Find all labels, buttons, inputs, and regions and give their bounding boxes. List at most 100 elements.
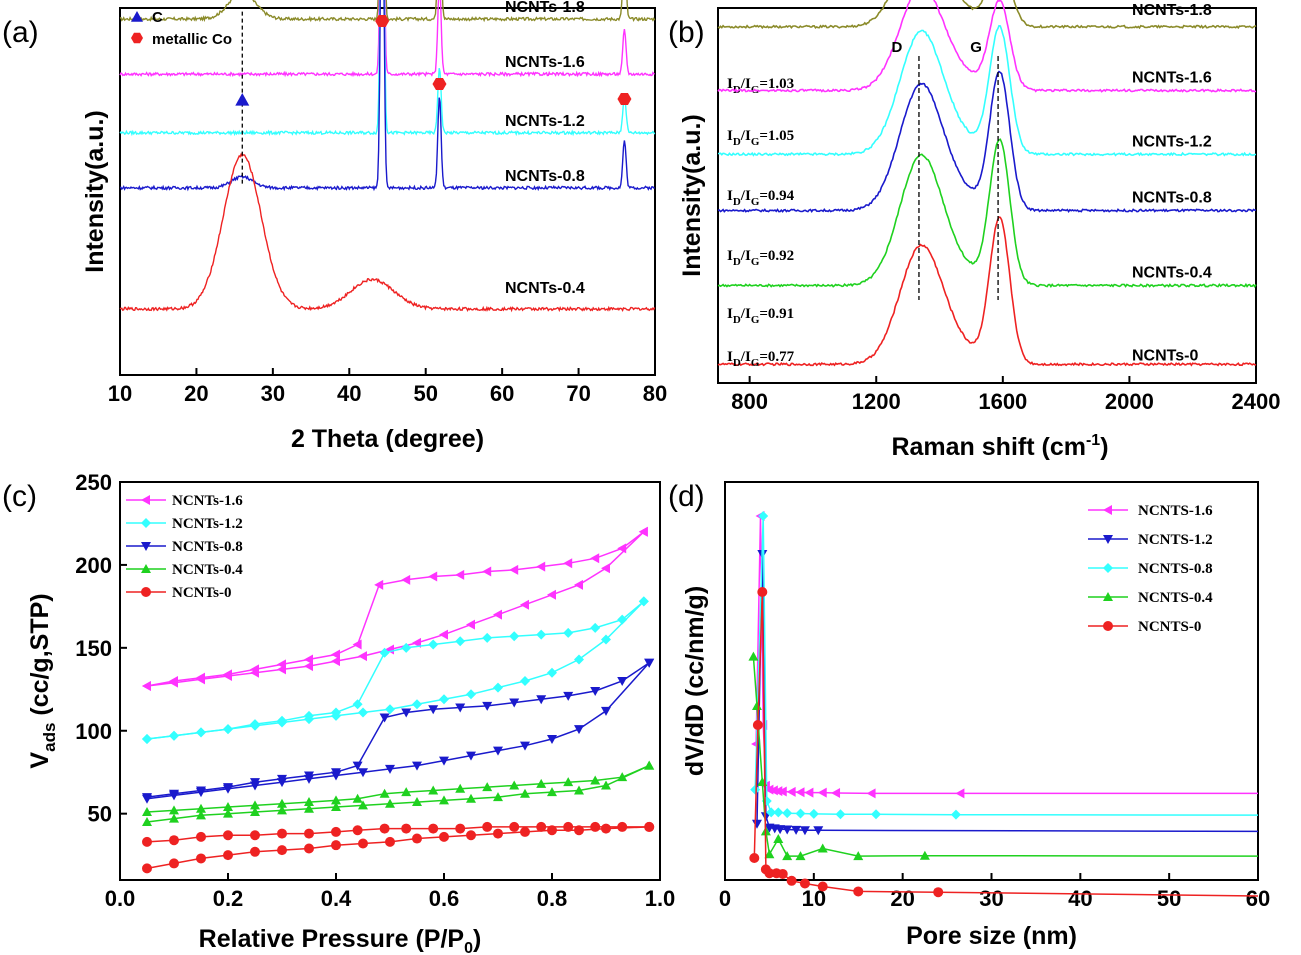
panel-d-label: (d): [668, 480, 705, 513]
panel-c-label: (c): [2, 480, 37, 513]
panel-c-point: [439, 756, 449, 766]
panel-c-point: [142, 680, 151, 691]
panel-c-point: [250, 807, 260, 817]
panel-c-point: [331, 649, 340, 660]
panel-d-point: [835, 809, 846, 820]
panel-c-point: [563, 627, 574, 638]
panel-c-point: [304, 828, 314, 839]
panel-b-xlabel: Raman shift (cm-1): [891, 432, 1108, 461]
panel-c-point: [455, 823, 466, 834]
panel-c-legend-label: NCNTs-0.8: [172, 539, 243, 555]
panel-c-point: [169, 835, 179, 846]
panel-c-point: [520, 741, 530, 751]
panel-c: (c) 0.0 0.2 0.4 0.6 0.8 1.0 50 100 150 200 250 Relat…: [2, 470, 675, 955]
panel-d-point: [751, 701, 762, 710]
panel-c-xtick-label: 0.0: [105, 886, 136, 911]
panel-d-point: [933, 887, 944, 898]
panel-c-point: [466, 830, 476, 841]
panel-c-point: [428, 823, 439, 834]
panel-c-ytick-label: 250: [75, 470, 112, 495]
panel-c-point: [250, 778, 260, 788]
panel-c-point: [428, 639, 439, 650]
panel-c-point: [142, 816, 152, 826]
panel-c-point: [601, 634, 611, 645]
panel-c-adsorption-line: [146, 600, 645, 740]
panel-c-point: [601, 780, 611, 790]
panel-c-point: [590, 686, 601, 696]
panel-c-ytick-label: 100: [75, 719, 112, 744]
panel-c-point: [223, 783, 233, 793]
panel-a-peak-marker: [617, 92, 632, 106]
panel-a-series-label: NCNTs-1.6: [505, 54, 585, 71]
panel-c-point: [590, 821, 601, 832]
panel-c-point: [412, 699, 422, 710]
panel-c-adsorption-line: [146, 662, 650, 800]
panel-c-legend-label: NCNTs-0.4: [172, 562, 243, 578]
panel-c-desorption-line: [146, 764, 650, 813]
panel-b-ratio-label: ID/IG=0.94: [727, 188, 795, 208]
panel-a-series-NCNTs-0.8: [119, 0, 655, 192]
panel-c-point: [428, 785, 439, 795]
panel-a-series-NCNTs-1.8: [119, 0, 656, 23]
panel-c-point: [439, 694, 449, 705]
panel-c-point: [520, 826, 530, 837]
panel-c-point: [169, 858, 179, 869]
panel-d-point: [773, 807, 784, 818]
panel-c-point: [601, 823, 611, 834]
panel-d-legend-marker: [1103, 563, 1113, 573]
panel-d-point: [782, 825, 793, 835]
panel-d-point: [950, 809, 961, 820]
panel-c-point: [601, 706, 611, 716]
panel-c-legend-marker: [141, 495, 150, 505]
panel-b-ratio-label: ID/IG=1.03: [727, 76, 794, 96]
panel-a-legend-hexagon: [131, 32, 143, 44]
panel-d-point: [768, 785, 778, 796]
panel-b-series-label: NCNTs-1.6: [1132, 70, 1212, 87]
panel-c-point: [574, 785, 584, 795]
panel-d-point: [866, 788, 876, 799]
panel-c-point: [536, 561, 546, 572]
panel-c-point: [250, 719, 260, 730]
panel-c-point: [385, 798, 395, 808]
panel-d-point: [758, 511, 769, 521]
panel-c-point: [250, 664, 259, 675]
panel-c-point: [536, 629, 547, 640]
panel-d-point: [955, 788, 965, 799]
panel-c-point: [455, 636, 466, 647]
panel-d-point: [853, 851, 864, 861]
panel-c-point: [638, 526, 648, 537]
panel-d-point: [750, 784, 761, 795]
panel-b-series-label: NCNTs-0.8: [1132, 190, 1212, 207]
panel-d-point: [775, 825, 786, 835]
panel-c-point: [358, 651, 367, 662]
panel-c-point: [466, 689, 476, 700]
panel-d-point: [791, 825, 802, 835]
panel-c-point: [358, 800, 368, 810]
panel-a-legend-label: C: [152, 9, 163, 26]
panel-d-point: [799, 826, 810, 836]
panel-c-ytick-label: 200: [75, 553, 112, 578]
panel-c-point: [352, 793, 363, 803]
panel-a-xlabel: 2 Theta (degree): [291, 425, 484, 453]
panel-c-point: [493, 682, 503, 693]
panel-c-point: [223, 850, 233, 861]
panel-b: (b) 800 1200 1600 2000 2400 Raman shift (cm-1)…: [668, 0, 1280, 461]
panel-d-point: [786, 786, 796, 797]
panel-c-point: [493, 609, 502, 620]
panel-c-point: [331, 795, 341, 805]
panel-d-point: [808, 808, 819, 819]
panel-c-legend-marker: [141, 518, 151, 528]
panel-c-point: [493, 746, 503, 756]
panel-b-series-NCNTs-1.6: [717, 0, 1257, 93]
panel-a-xtick-label: 80: [643, 381, 667, 406]
panel-c-point: [196, 831, 206, 842]
panel-c-point: [644, 658, 655, 668]
panel-c-point: [493, 792, 503, 802]
panel-c-point: [482, 782, 493, 792]
panel-c-point: [536, 695, 547, 705]
panel-a-label: (a): [2, 16, 39, 49]
panel-a-xtick-label: 70: [566, 381, 590, 406]
panel-c-point: [374, 579, 384, 590]
panel-c-point: [331, 707, 341, 718]
panel-c-point: [196, 853, 206, 864]
